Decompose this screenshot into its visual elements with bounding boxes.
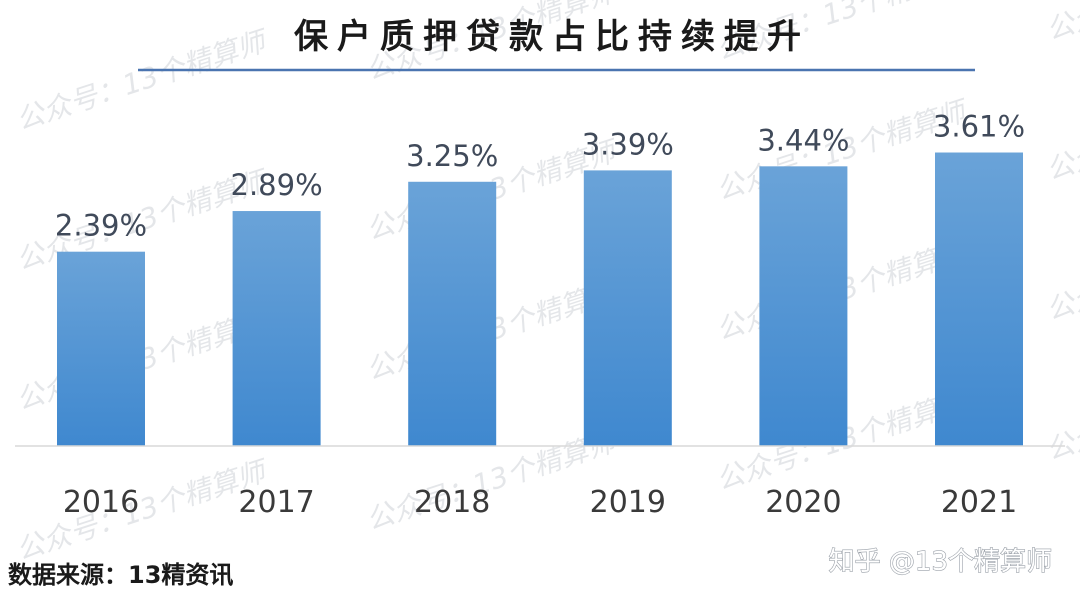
watermark-text: 公众号：13个精算师 (12, 453, 274, 566)
bar-2018 (408, 181, 497, 446)
watermark-text: 公众号：13个精算师 (1042, 353, 1080, 466)
x-tick-2020: 2020 (765, 485, 841, 520)
value-label-2018: 3.25% (406, 139, 498, 173)
x-tick-2019: 2019 (590, 485, 666, 520)
watermark-text: 公众号：13个精算师 (12, 23, 274, 136)
bar-2016 (57, 251, 145, 446)
value-label-2021: 3.61% (933, 110, 1025, 144)
value-label-2019: 3.39% (582, 127, 674, 161)
watermark-layer: 公众号：13个精算师 公众号：13个精算师 公众号：13个精算师公众号：13个精算师… (12, 0, 1080, 567)
value-label-2016: 2.39% (55, 209, 147, 243)
credit-watermark: 知乎 @13个精算师 (829, 547, 1052, 577)
x-tick-2017: 2017 (238, 485, 314, 520)
bar-2020 (759, 166, 848, 446)
bar-2019 (583, 170, 672, 446)
watermark-text: 公众号：13个精算师 (1042, 0, 1080, 47)
source-note: 数据来源：13精资讯 (8, 561, 233, 589)
value-label-2017: 2.89% (231, 168, 323, 202)
x-tick-2021: 2021 (941, 485, 1017, 520)
watermark-text: 公众号：13个精算师 (1042, 213, 1080, 326)
bar-2017 (232, 211, 321, 446)
x-tick-2018: 2018 (414, 485, 490, 520)
x-tick-2016: 2016 (63, 485, 139, 520)
value-labels-group: 2.39% 2.89% 3.25% 3.39% 3.44% 3.61% (55, 110, 1025, 243)
value-label-2020: 3.44% (757, 123, 849, 157)
watermark-text: 公众号：13个精算师 (1042, 73, 1080, 186)
x-tick-labels-group: 2016 2017 2018 2019 2020 2021 (63, 485, 1017, 520)
bars-group (57, 152, 1023, 446)
bar-2021 (935, 152, 1023, 446)
chart-title: 保户质押贷款占比持续提升 (294, 17, 810, 57)
